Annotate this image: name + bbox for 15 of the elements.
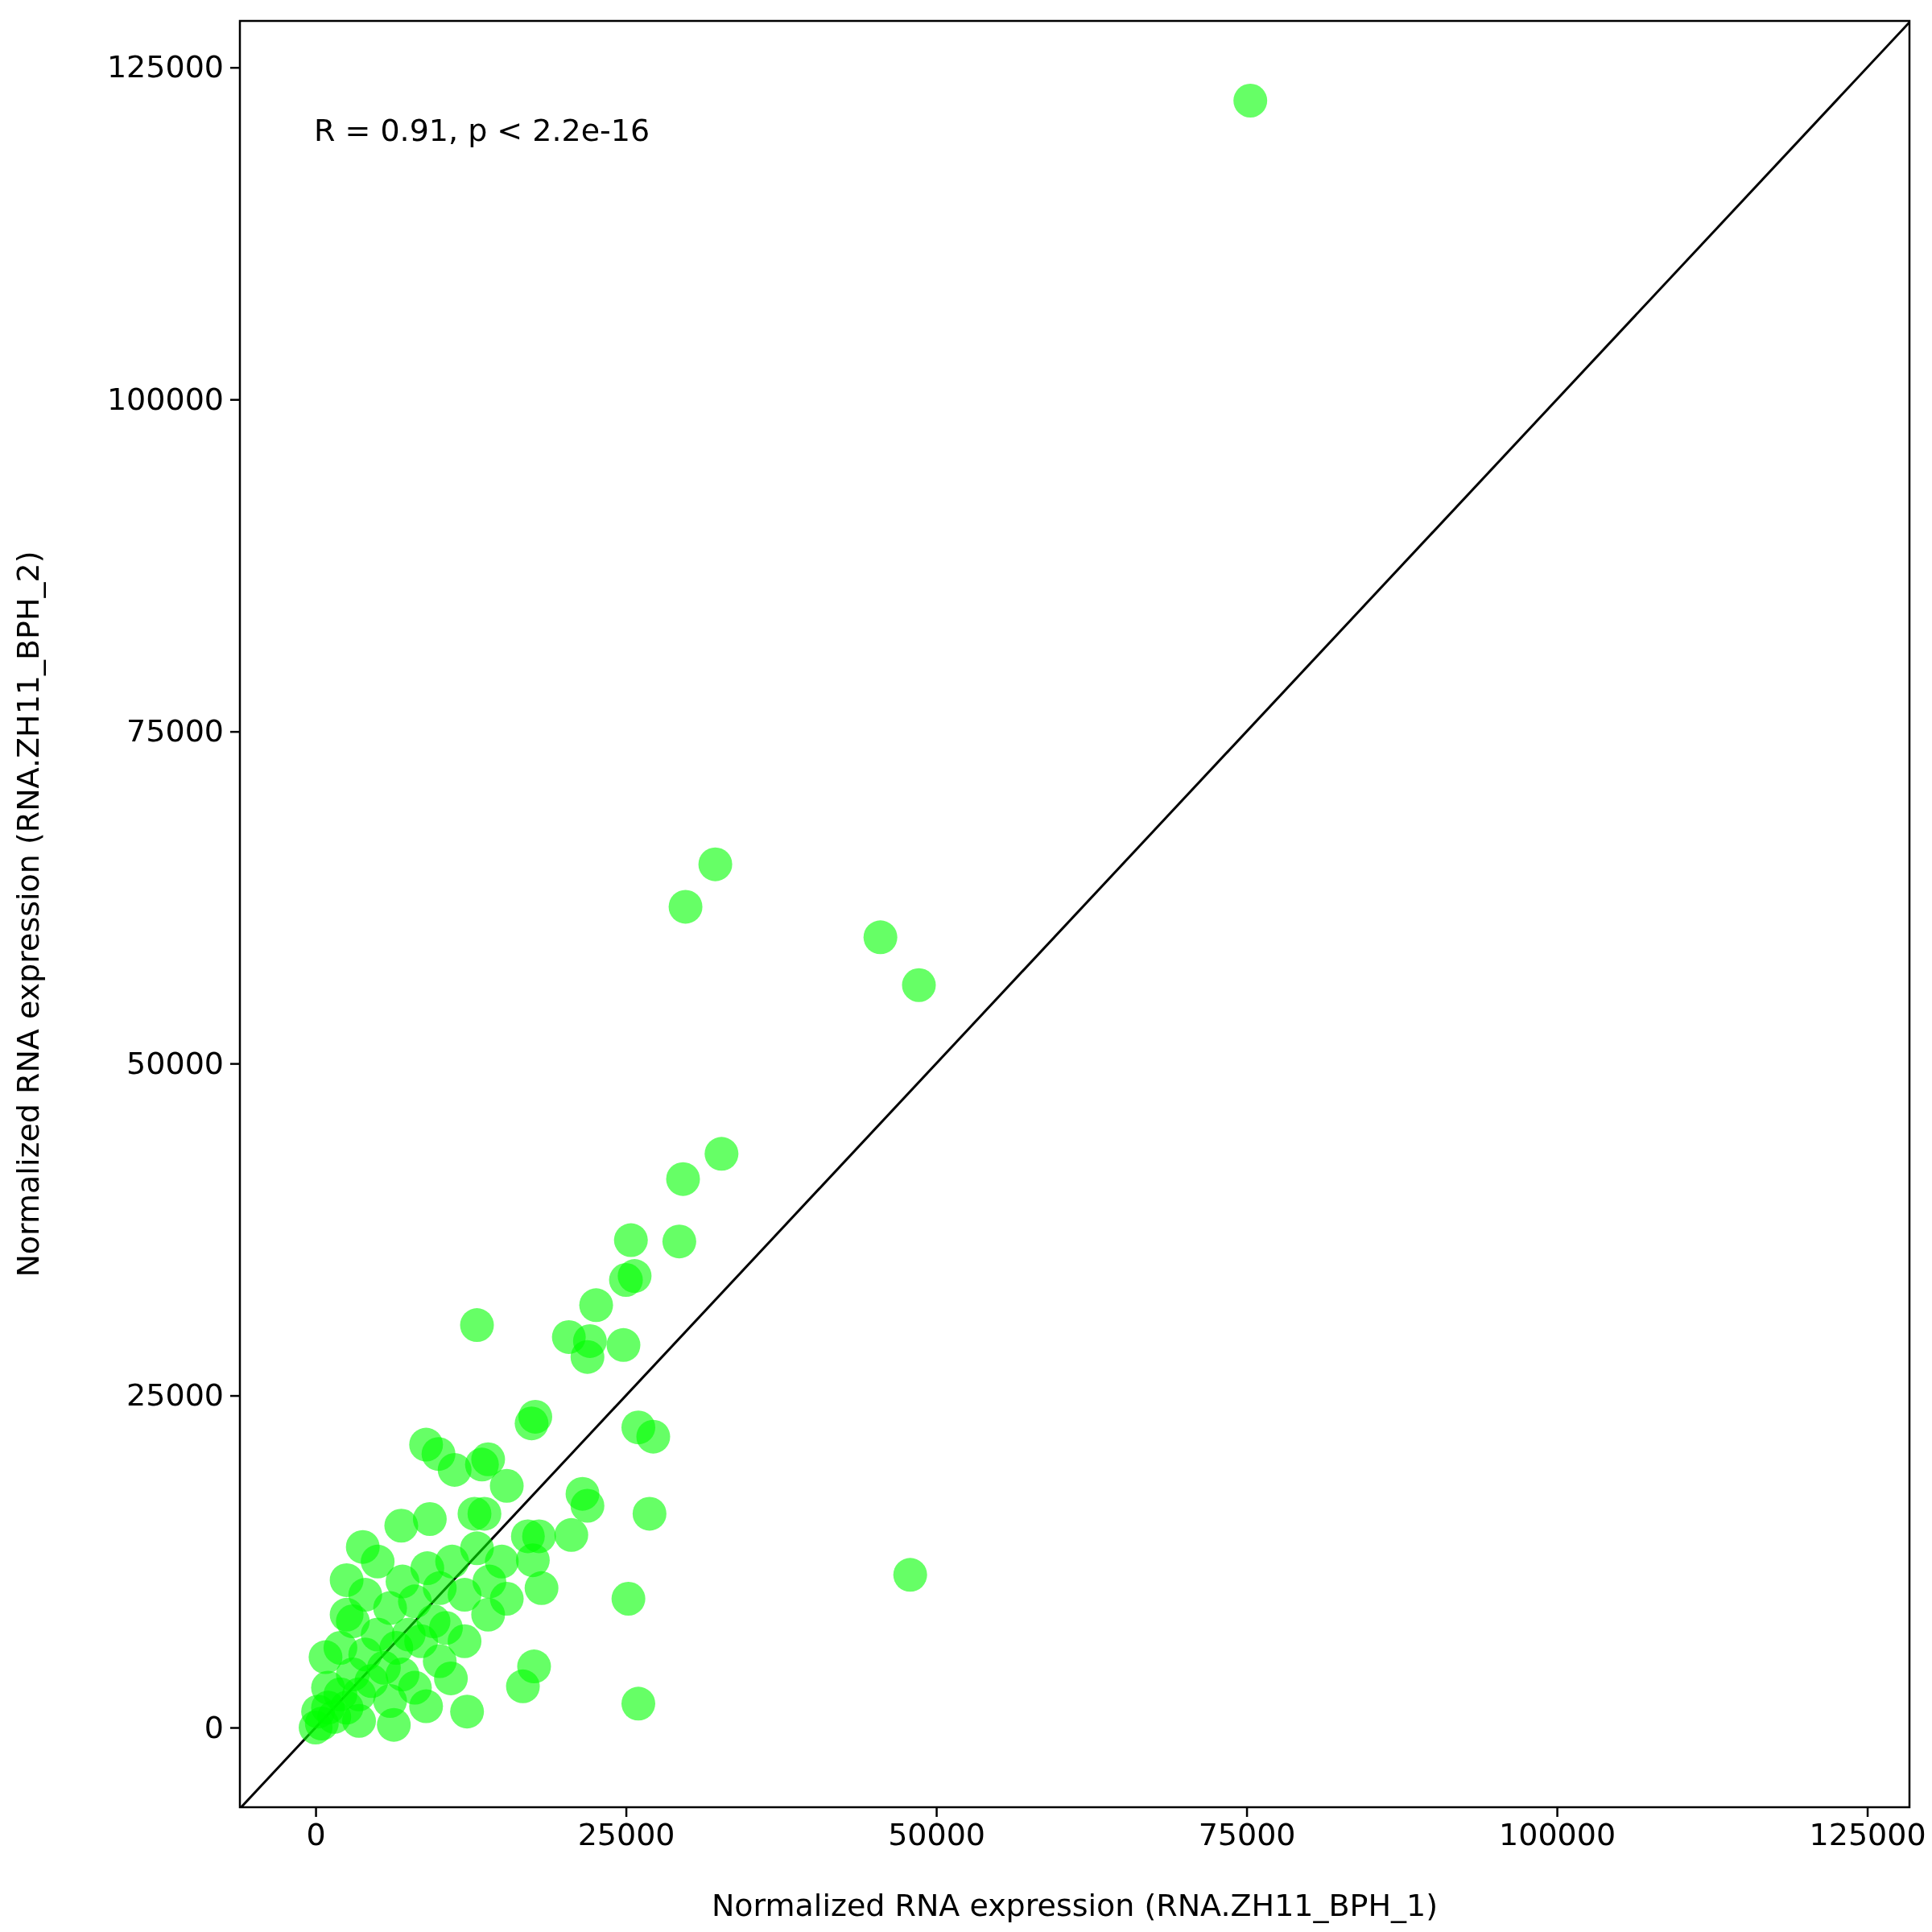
y-tick-label: 50000 bbox=[126, 1045, 224, 1081]
x-tick-label: 100000 bbox=[1499, 1816, 1616, 1852]
x-axis-title: Normalized RNA expression (RNA.ZH11_BPH_1) bbox=[711, 1888, 1439, 1923]
x-tick-label: 125000 bbox=[1809, 1816, 1926, 1852]
y-tick-label: 0 bbox=[204, 1709, 224, 1745]
annotation: R = 0.91, p < 2.2e-16 bbox=[314, 113, 650, 148]
y-tick-label: 75000 bbox=[126, 713, 224, 749]
y-tick-label: 100000 bbox=[106, 381, 224, 417]
x-tick-label: 0 bbox=[306, 1816, 326, 1852]
y-axis-title: Normalized RNA expression (RNA.ZH11_BPH_2) bbox=[10, 551, 46, 1278]
x-tick-label: 75000 bbox=[1198, 1816, 1296, 1852]
y-tick-label: 25000 bbox=[126, 1377, 224, 1414]
x-tick-label: 25000 bbox=[577, 1816, 675, 1852]
y-tick-label: 125000 bbox=[106, 49, 224, 85]
x-tick-label: 50000 bbox=[888, 1816, 986, 1852]
